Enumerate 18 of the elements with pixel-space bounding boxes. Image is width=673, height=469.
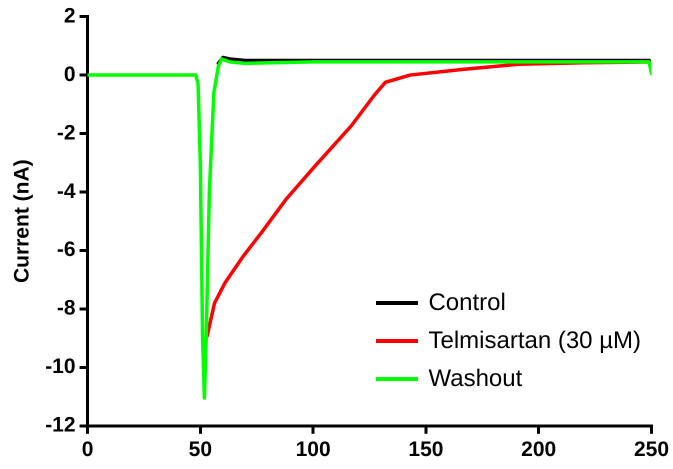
x-tick-label: 200: [521, 438, 556, 462]
x-tick-label: 150: [408, 438, 444, 462]
x-tick-label: 250: [634, 438, 670, 462]
x-tick-label: 100: [296, 438, 331, 462]
y-tick-label: -10: [45, 355, 76, 378]
legend-label: Control: [428, 288, 506, 317]
x-tick-label: 0: [82, 438, 94, 462]
y-axis-title: Current (nA): [10, 159, 34, 284]
y-tick-label: -12: [45, 414, 76, 437]
x-tick-label: 50: [188, 438, 212, 462]
legend-label: Washout: [428, 364, 522, 393]
y-tick-label: -2: [56, 121, 76, 144]
y-tick-label: -6: [56, 238, 76, 262]
y-tick-label: -4: [56, 180, 76, 203]
y-tick-label: 2: [64, 4, 76, 28]
legend-label: Telmisartan (30 µM): [428, 326, 642, 355]
y-tick-label: -8: [56, 296, 76, 320]
y-tick-label: 0: [64, 62, 76, 86]
